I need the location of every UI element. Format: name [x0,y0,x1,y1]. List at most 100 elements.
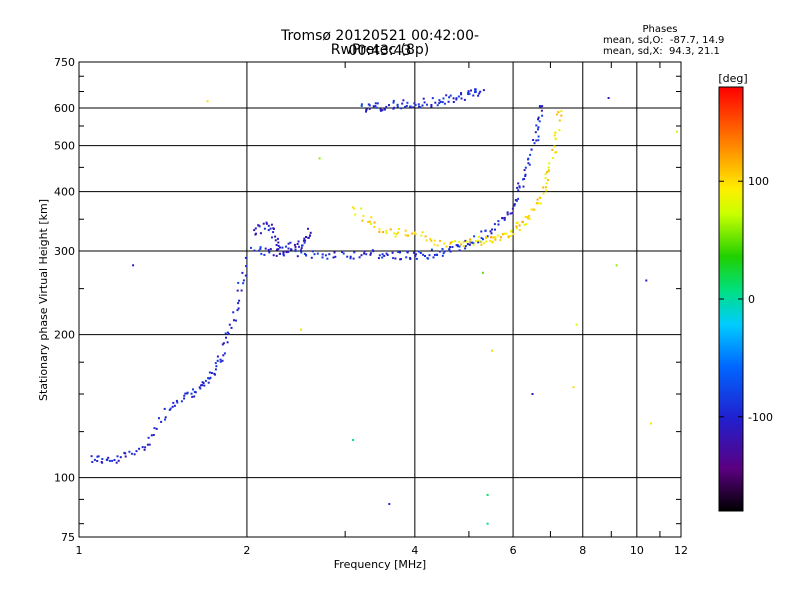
data-point [506,211,509,214]
data-point [258,249,260,252]
data-point [108,459,111,462]
data-point [385,232,388,235]
data-point [542,186,545,189]
data-point [443,102,446,105]
data-point [503,216,506,219]
data-point [219,360,222,363]
data-point [238,299,241,302]
data-point [369,253,372,256]
chart-title: Tromsø 20120521 00:42:00-00:43:43 [280,28,480,59]
data-point [436,104,439,107]
data-point [555,151,558,154]
data-point [518,229,521,232]
data-point [451,240,454,243]
data-point [213,372,216,375]
data-point [148,443,151,446]
data-point [255,232,257,235]
data-point [279,246,281,249]
data-point [271,236,273,239]
y-tick-label: 200 [54,329,75,342]
data-point [560,114,563,117]
data-point [404,234,407,237]
data-point [272,228,275,230]
data-point [324,254,327,257]
data-point [547,179,550,181]
data-point [259,232,262,235]
data-point [517,197,520,200]
data-point [130,452,133,455]
data-point [116,455,119,458]
data-point [558,119,561,122]
x-tick-label: 1 [76,544,83,557]
data-point [442,97,445,100]
data-point [383,254,386,257]
data-point [456,244,459,247]
data-point [458,240,461,243]
data-point [398,228,400,230]
data-point [369,252,372,255]
data-point [362,214,365,217]
data-point [523,169,526,172]
data-point [471,241,474,244]
data-point [381,256,384,259]
data-point [542,192,545,195]
data-point [193,395,196,398]
data-point [492,236,495,239]
data-point [438,99,441,102]
data-point [463,98,466,101]
x-tick-label: 4 [411,544,418,557]
data-point [433,239,436,242]
data-point [515,199,518,202]
data-point [460,93,463,96]
data-point [227,333,230,335]
data-point [417,103,420,106]
data-point [675,130,678,133]
data-point [361,219,364,222]
data-point [303,252,306,255]
data-point [341,251,344,253]
data-point [392,101,395,104]
data-point [469,238,471,241]
data-point [494,238,497,241]
data-point [480,237,483,240]
x-tick-label: 2 [243,544,250,557]
data-point [368,107,371,110]
data-point [412,251,415,254]
data-point [378,228,381,231]
data-point [303,241,306,244]
data-point [397,251,400,253]
y-tick-label: 400 [54,186,75,199]
data-point [419,252,422,254]
data-point [454,240,457,243]
data-point [405,256,408,259]
data-point [407,234,409,237]
data-point [572,386,575,389]
data-point [533,142,536,145]
data-point [509,235,512,237]
data-point [100,461,103,463]
data-point [369,222,372,225]
data-point [236,309,239,312]
data-point [310,256,313,259]
data-point [267,224,270,227]
data-point [505,232,508,235]
data-point [393,106,395,109]
plot-frame [78,61,682,538]
data-point [209,376,212,379]
data-point [414,231,416,234]
data-point [404,105,407,108]
data-point [441,101,444,104]
phase-stats-o-mode: mean, sd,O: -87.7, 14.9 [603,35,725,46]
data-point [425,239,428,242]
data-point [240,289,243,292]
data-point [537,128,539,131]
x-axis-label: Frequency [MHz] [334,558,426,571]
data-point [433,243,436,246]
data-point [276,248,278,251]
data-point [547,170,550,173]
data-point [311,250,314,253]
data-point [388,104,390,107]
data-point [141,446,144,449]
colorbar-label: [deg] [718,72,747,85]
